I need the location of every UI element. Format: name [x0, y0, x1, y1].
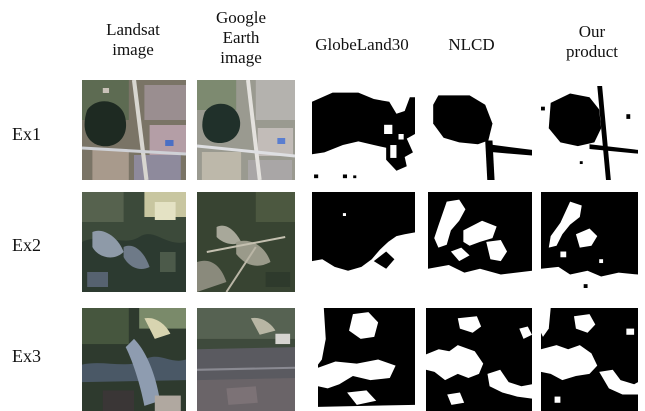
- landsat-image-ex1: [82, 80, 186, 180]
- column-header-landsat: Landsat image: [106, 20, 160, 59]
- column-header-google-earth: Google Earth image: [215, 8, 267, 67]
- google-earth-image-ex1: [197, 80, 295, 180]
- our-product-map-ex1: [541, 86, 638, 180]
- google-earth-image-ex3: [197, 308, 295, 411]
- column-header-our-product: Our product: [566, 22, 618, 61]
- landsat-image-ex2: [82, 192, 186, 292]
- row-label-ex1: Ex1: [12, 124, 41, 144]
- landsat-image-ex3: [82, 308, 186, 411]
- nlcd-map-ex2: [428, 192, 532, 288]
- nlcd-map-ex1: [428, 86, 532, 180]
- column-header-globeland30: GlobeLand30: [315, 35, 409, 54]
- globeland30-map-ex2: [312, 192, 415, 288]
- row-label-ex2: Ex2: [12, 235, 41, 255]
- row-label-ex3: Ex3: [12, 346, 41, 366]
- our-product-map-ex3: [541, 308, 638, 411]
- globeland30-map-ex1: [312, 88, 415, 180]
- our-product-map-ex2: [541, 192, 638, 288]
- globeland30-map-ex3: [318, 308, 415, 411]
- google-earth-image-ex2: [197, 192, 295, 292]
- column-header-nlcd: NLCD: [448, 35, 495, 54]
- nlcd-map-ex3: [426, 308, 532, 411]
